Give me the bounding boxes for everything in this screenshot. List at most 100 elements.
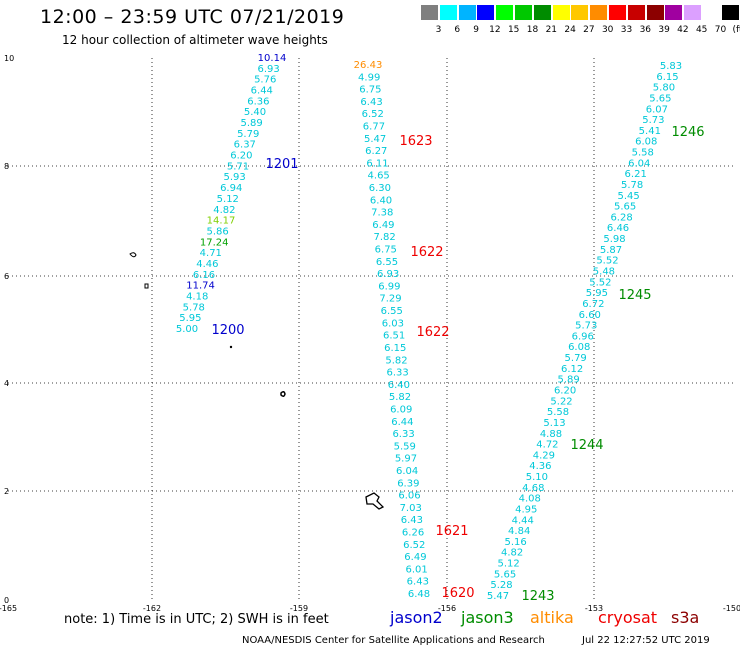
swh-value: 5.48: [593, 267, 615, 278]
swh-value: 6.51: [383, 331, 405, 342]
swh-value: 5.79: [237, 129, 259, 140]
swh-value: 5.65: [614, 202, 636, 213]
swh-value: 6.93: [377, 269, 399, 280]
swh-value: 6.43: [407, 577, 429, 588]
swh-value: 5.58: [547, 407, 569, 418]
swh-value: 5.83: [660, 61, 682, 72]
scale-label: 18: [526, 25, 539, 35]
x-tick-label: -150: [723, 604, 740, 613]
swh-value: 6.08: [568, 342, 590, 353]
swh-value: 6.08: [635, 137, 657, 148]
swh-value: 4.65: [368, 171, 390, 182]
swh-value: 5.65: [649, 93, 671, 104]
swh-value: 6.77: [363, 122, 385, 133]
scale-swatch: [627, 5, 645, 20]
y-tick-label: 4: [4, 379, 9, 388]
footer-note: note: 1) Time is in UTC; 2) SWH is in fe…: [64, 612, 329, 627]
swh-value: 5.59: [394, 441, 416, 452]
page-subtitle: 12 hour collection of altimeter wave hei…: [62, 33, 328, 47]
axis-ticks: -165 -162 -159 -156 -153 -150 0 2 4 6 8 10: [0, 54, 740, 613]
swh-value: 6.75: [375, 245, 397, 256]
swh-value: 4.29: [533, 450, 555, 461]
swh-value: 5.73: [575, 321, 597, 332]
swh-value: 4.82: [213, 205, 235, 216]
scale-label: 39: [658, 25, 670, 35]
pass-time-label: 1200: [211, 323, 244, 338]
swh-value: 6.75: [359, 85, 381, 96]
swh-value: 6.46: [607, 223, 629, 234]
swh-value: 4.95: [515, 504, 537, 515]
swh-value: 6.43: [401, 515, 423, 526]
scale-swatch: [439, 5, 457, 20]
swh-value: 4.84: [508, 526, 530, 537]
swh-value: 5.78: [183, 302, 205, 313]
pass-time-label: 1621: [435, 524, 468, 539]
map-grid: [8, 58, 734, 600]
scale-label: 42: [677, 25, 689, 35]
swh-value: 5.52: [589, 277, 611, 288]
scale-label: (ft): [732, 25, 740, 35]
swh-value: 4.08: [519, 494, 541, 505]
swh-value: 6.96: [572, 331, 594, 342]
swh-value: 5.16: [505, 537, 527, 548]
swh-value: 4.82: [501, 548, 523, 559]
swh-value: 6.30: [369, 183, 391, 194]
scale-label: 12: [489, 25, 501, 35]
swh-value: 7.03: [400, 503, 422, 514]
swh-value: 5.80: [653, 83, 675, 94]
swh-value: 6.20: [230, 151, 252, 162]
swh-value: 5.00: [176, 324, 198, 335]
island-outline: [229, 345, 233, 349]
pass-time-label: 1620: [441, 586, 474, 601]
pass-time-label: 1201: [265, 157, 298, 172]
scale-swatch: [515, 5, 532, 20]
swh-value: 7.82: [373, 232, 395, 243]
pass-time-label: 1246: [671, 125, 704, 140]
swh-value: 6.99: [378, 281, 400, 292]
swh-value: 5.47: [487, 591, 509, 602]
swh-value: 5.41: [639, 126, 661, 137]
legend-altika: altika: [530, 608, 574, 627]
swh-value: 6.40: [370, 195, 392, 206]
swh-value: 4.36: [529, 461, 551, 472]
swh-value: 6.28: [610, 212, 632, 223]
x-tick-label: -153: [585, 604, 603, 613]
swh-value: 6.43: [360, 97, 382, 108]
swh-value: 4.44: [512, 515, 534, 526]
scale-label: 36: [639, 25, 652, 35]
swh-value: 5.82: [385, 355, 407, 366]
swh-value: 5.52: [596, 256, 618, 267]
swh-value: 6.48: [408, 589, 430, 600]
swh-value: 5.89: [557, 375, 579, 386]
swh-value: 6.33: [387, 368, 409, 379]
swh-value: 5.65: [494, 569, 516, 580]
x-tick-label: -156: [438, 604, 456, 613]
swh-value: 6.16: [193, 270, 215, 281]
swh-value: 6.21: [625, 169, 647, 180]
swh-value: 5.76: [254, 75, 276, 86]
swh-value: 4.88: [540, 429, 562, 440]
swh-value: 6.11: [366, 158, 388, 169]
swh-value: 6.55: [376, 257, 398, 268]
scale-swatch: [477, 5, 495, 20]
swh-value: 6.36: [247, 96, 269, 107]
pass-time-label: 1622: [416, 325, 449, 340]
swh-value: 6.72: [582, 299, 604, 310]
swh-value: 4.71: [200, 248, 222, 259]
pass-time-label: 1244: [570, 438, 603, 453]
swh-value: 5.58: [632, 148, 654, 159]
scale-label: 27: [583, 25, 595, 35]
satellite-tracks: 10.146.935.766.446.365.405.895.796.376.2…: [176, 53, 682, 602]
swh-value: 5.98: [603, 234, 625, 245]
legend-jason2: jason2: [390, 608, 443, 627]
swh-value: 5.10: [526, 472, 548, 483]
scale-label: 45: [695, 25, 708, 35]
credit-line: NOAA/NESDIS Center for Satellite Applica…: [242, 635, 545, 646]
pass-time-label: 1245: [618, 288, 651, 303]
swh-value: 6.44: [251, 86, 273, 97]
swh-value: 6.15: [656, 72, 678, 83]
swh-value: 4.72: [536, 440, 558, 451]
pass-time-label: 1243: [521, 589, 554, 604]
scale-swatch: [533, 5, 551, 20]
